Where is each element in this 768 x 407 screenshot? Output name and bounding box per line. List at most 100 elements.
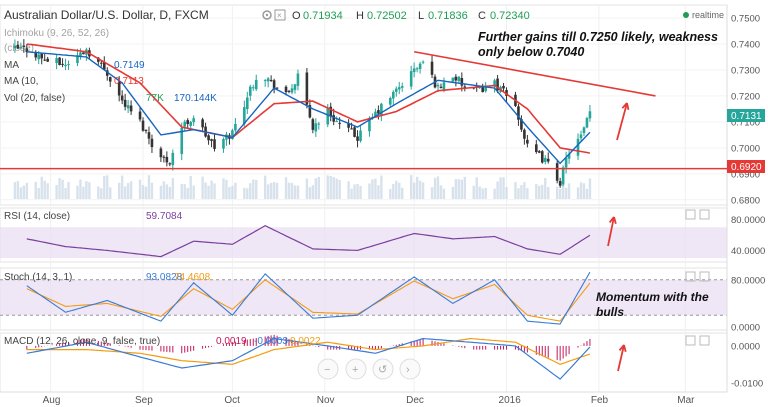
volume-bar [454,179,458,199]
resistance-trendline [414,50,656,97]
volume-bar [64,187,67,199]
candles [13,39,592,188]
macd-value-1: 0.0019 [216,336,247,347]
candle-body [275,87,279,89]
candle-body [457,76,461,82]
volume-bar [481,188,484,199]
volume-bar [186,187,189,199]
macd-hide-icon[interactable] [699,335,710,346]
volume-bar [162,181,166,199]
x-tick-label: Aug [43,395,61,406]
volume-bar [436,176,440,199]
zoom-in-button[interactable] [345,358,367,380]
candle-body [37,54,41,60]
candle-body [141,120,145,131]
candle-body [117,81,121,96]
volume-bar [582,183,586,199]
volume-bar [293,185,297,199]
volume-bar [576,187,580,199]
candle-body [374,111,377,117]
candle-body [481,85,484,93]
candle-body [263,80,267,82]
candle-body [245,97,249,110]
volume-bar [192,185,195,199]
ohlc-low-label: L [418,10,424,22]
stoch-hide-icon[interactable] [699,271,710,282]
main-up-arrow [616,102,628,141]
candle-body [460,77,464,86]
volume-bar [85,181,88,199]
volume-bar [76,185,79,199]
annotation-main-line1: Further gains till 0.7250 likely, weakne… [478,30,718,44]
volume-bar [418,180,422,199]
annotation-stoch-line1: Momentum with the [596,290,709,304]
ma-fast-line [26,51,591,165]
volume-bar [296,185,300,199]
volume-bar [409,175,413,199]
candle-body [546,158,550,162]
candle-body [100,62,103,64]
ohlc-low-value: 0.71836 [428,10,468,22]
header-gear-icon[interactable] [262,10,272,20]
ohlc-close-label: C [478,10,486,22]
rsi-label: RSI (14, close) [4,211,70,222]
candle-body [207,135,210,141]
candle-body [168,163,172,165]
volume-bar [180,184,183,199]
current-price-tag: 0.7131 [727,109,765,122]
candle-body [439,86,443,89]
macd-settings-icon[interactable] [685,335,696,346]
volume-bar [43,180,46,199]
realtime-label: realtime [692,10,724,20]
volume-bar [347,181,350,199]
candle-body [231,130,234,140]
volume-bar [275,182,279,199]
volume-bar [374,178,377,199]
candle-body [463,86,467,88]
stoch-settings-icon[interactable] [685,271,696,282]
reset-button[interactable] [372,358,394,380]
volume-bar [88,182,91,199]
main-up-arrow-head [621,102,630,111]
candle-body [150,138,154,148]
candle-body [308,105,312,118]
candle-body [493,80,496,87]
volume-bar [579,182,583,199]
ichimoku-label: Ichimoku (9, 26, 52, 26) [4,28,109,39]
volume-bar [22,185,26,199]
zoom-out-button[interactable] [317,358,339,380]
volume-value-1: 77K [146,93,164,104]
ohlc-high-value: 0.72502 [367,10,407,22]
rsi-line [26,225,591,258]
candle-body [147,132,151,139]
rsi-hide-icon[interactable] [699,209,710,220]
candle-body [46,58,49,62]
candle-body [523,129,526,139]
y-tick-label: 0.7100 [731,117,760,128]
scroll-right-button[interactable] [399,358,421,380]
volume-bar [544,177,547,199]
ma-slow-line [26,43,591,154]
support-price-tag: 0.6920 [727,160,765,173]
candle-body [162,156,166,158]
chart-navigation: − + ↺ › [317,358,421,380]
candle-body [284,86,288,93]
rsi-settings-icon[interactable] [685,209,696,220]
candle-body [543,158,547,162]
header-eye-icon[interactable]: × [274,9,286,21]
candle-body [305,72,309,105]
candle-body [123,99,127,107]
macd-pane [26,334,591,380]
candle-body [272,80,276,90]
volume-bar [308,187,312,199]
volume-bar [555,186,559,199]
volume-bar [338,180,341,199]
annotation-main-line2: only below 0.7040 [478,45,584,59]
candle-body [415,68,419,70]
candle-body [234,123,237,131]
volume-bar [138,179,142,199]
volume-bar [398,182,401,199]
candle-body [535,144,538,153]
candle-body [225,134,228,140]
y-tick-label: 0.7200 [731,91,760,102]
